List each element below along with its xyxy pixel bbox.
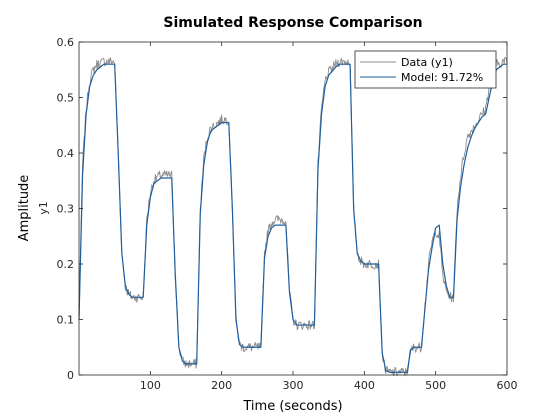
x-tick-label: 200 (211, 379, 232, 392)
x-tick-label: 600 (497, 379, 518, 392)
legend-label-data: Data (y1) (401, 56, 453, 69)
channel-label: y1 (37, 201, 50, 215)
y-tick-label: 0.4 (57, 147, 75, 160)
y-axis-ticks: 0 0.1 0.2 0.3 0.4 0.5 0.6 (57, 36, 507, 382)
y-tick-label: 0.3 (57, 203, 75, 216)
y-tick-label: 0.5 (57, 92, 75, 105)
y-tick-label: 0.1 (57, 314, 75, 327)
x-tick-label: 500 (425, 379, 446, 392)
x-tick-label: 100 (140, 379, 161, 392)
y-tick-label: 0.6 (57, 36, 75, 49)
y-axis-label: Amplitude (17, 175, 32, 242)
legend: Data (y1) Model: 91.72% (354, 50, 497, 89)
x-axis-label: Time (seconds) (242, 399, 342, 414)
x-axis-ticks: 100 200 300 400 500 600 (140, 42, 518, 392)
y-tick-label: 0.2 (57, 258, 75, 271)
x-tick-label: 400 (354, 379, 375, 392)
legend-label-model: Model: 91.72% (401, 71, 483, 84)
x-tick-label: 300 (283, 379, 304, 392)
y-tick-label: 0 (67, 369, 74, 382)
plot-area (79, 42, 507, 375)
series-layer (78, 56, 508, 377)
chart-title: Simulated Response Comparison (163, 15, 422, 31)
legend-box (354, 50, 497, 89)
series-line-1 (78, 63, 507, 373)
